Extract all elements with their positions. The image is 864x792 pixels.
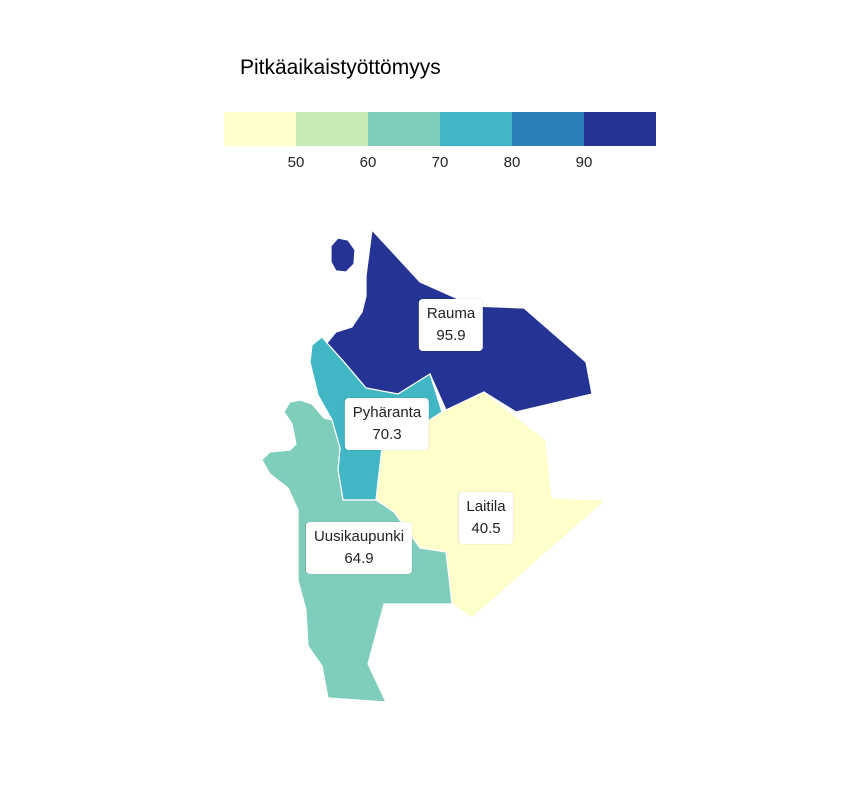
- legend-tick-label: 70: [431, 154, 449, 171]
- legend-ticks: 50 60 70 80 90: [224, 154, 656, 174]
- region-label-pyharanta: Pyhäranta 70.3: [344, 398, 430, 450]
- region-value: 70.3: [372, 426, 402, 443]
- legend-tick-label: 50: [287, 154, 305, 171]
- legend-bin-3: [368, 112, 440, 146]
- legend-bin-1: [224, 112, 296, 146]
- legend-bin-4: [440, 112, 512, 146]
- region-name: Uusikaupunki: [313, 528, 405, 545]
- legend-title: Pitkäaikaistyöttömyys: [240, 56, 441, 79]
- region-name: Laitila: [466, 498, 506, 515]
- legend-tick-label: 80: [503, 154, 521, 171]
- legend-bin-5: [512, 112, 584, 146]
- region-value: 64.9: [344, 550, 374, 567]
- region-label-laitila: Laitila 40.5: [458, 492, 514, 544]
- legend-color-bar: [224, 112, 656, 146]
- legend-bin-2: [296, 112, 368, 146]
- region-name: Pyhäranta: [352, 404, 422, 421]
- legend-bin-6: [584, 112, 656, 146]
- region-name: Rauma: [426, 305, 476, 322]
- region-label-rauma: Rauma 95.9: [418, 299, 484, 351]
- region-value: 40.5: [471, 520, 501, 537]
- region-value: 95.9: [436, 327, 466, 344]
- legend-tick-label: 90: [575, 154, 593, 171]
- legend-tick-label: 60: [359, 154, 377, 171]
- region-label-uusikaupunki: Uusikaupunki 64.9: [305, 522, 413, 574]
